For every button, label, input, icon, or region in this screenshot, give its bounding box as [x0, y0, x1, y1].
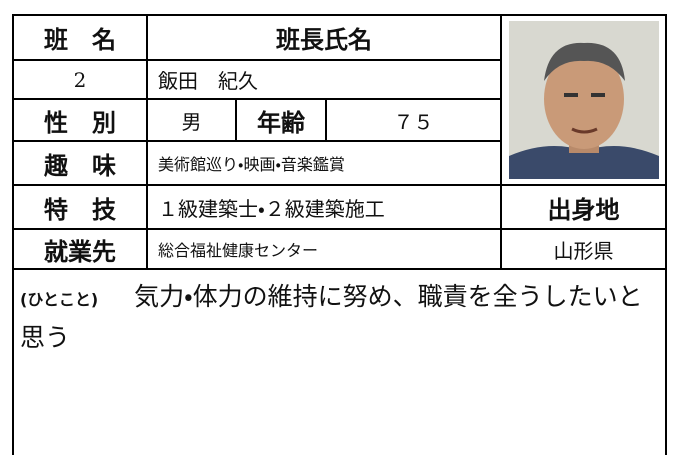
skill-value: １級建築士・２級建築施工: [146, 184, 502, 230]
workplace-value: 総合福祉健康センター: [146, 228, 502, 270]
photo-cell: [500, 14, 667, 186]
age-value: ７５: [325, 98, 502, 142]
hobby-value: 美術館巡り・映画・音楽鑑賞: [146, 140, 502, 186]
team-label: 班 名: [12, 14, 148, 61]
hometown-label: 出身地: [500, 184, 667, 230]
skill-label: 特 技: [12, 184, 148, 230]
hobby-label: 趣 味: [12, 140, 148, 186]
comment-label: (ひとこと): [20, 290, 99, 309]
leader-value: 飯田 紀久: [146, 59, 502, 100]
workplace-label: 就業先: [12, 228, 148, 270]
hometown-value: 山形県: [500, 228, 667, 270]
comment-text: 気力・体力の維持に努め、職責を全うしたいと思う: [20, 282, 643, 352]
gender-value: 男: [146, 98, 237, 142]
team-value: 2: [12, 59, 148, 100]
portrait-photo: [508, 21, 659, 179]
comment-box: (ひとこと) 気力・体力の維持に努め、職責を全うしたいと思う: [12, 268, 667, 455]
age-label: 年齢: [235, 98, 327, 142]
gender-label: 性 別: [12, 98, 148, 142]
leader-label: 班長氏名: [146, 14, 502, 61]
